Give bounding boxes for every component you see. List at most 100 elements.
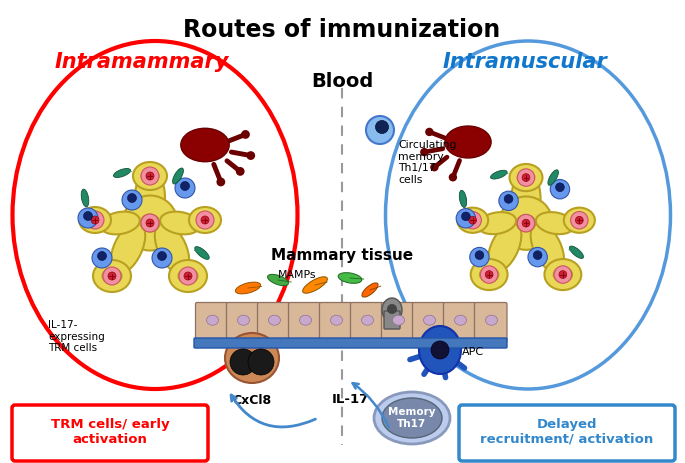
Circle shape [517, 214, 535, 232]
Ellipse shape [135, 168, 165, 228]
Ellipse shape [238, 315, 249, 325]
Ellipse shape [516, 214, 536, 232]
Circle shape [499, 191, 519, 211]
Ellipse shape [362, 283, 378, 297]
Ellipse shape [531, 223, 564, 272]
Ellipse shape [488, 223, 521, 272]
Circle shape [554, 266, 571, 283]
Circle shape [103, 267, 121, 285]
Circle shape [430, 163, 438, 171]
FancyBboxPatch shape [351, 302, 383, 342]
Ellipse shape [510, 164, 543, 191]
Circle shape [469, 216, 477, 224]
Circle shape [387, 304, 397, 314]
Ellipse shape [459, 190, 466, 207]
Circle shape [456, 209, 475, 228]
Ellipse shape [225, 333, 279, 383]
Circle shape [504, 194, 513, 203]
Ellipse shape [114, 169, 131, 177]
Circle shape [375, 120, 388, 133]
Circle shape [78, 208, 98, 228]
FancyBboxPatch shape [412, 302, 445, 342]
Circle shape [534, 251, 542, 260]
Ellipse shape [569, 246, 584, 258]
FancyBboxPatch shape [12, 405, 208, 461]
Circle shape [86, 211, 104, 229]
Ellipse shape [419, 326, 461, 374]
Ellipse shape [464, 213, 481, 227]
Circle shape [146, 219, 154, 227]
Ellipse shape [303, 277, 327, 293]
Circle shape [366, 116, 394, 144]
Ellipse shape [455, 315, 466, 325]
Ellipse shape [181, 128, 229, 162]
Circle shape [425, 128, 434, 136]
Text: TRM cells/ early
activation: TRM cells/ early activation [51, 418, 169, 446]
FancyBboxPatch shape [288, 302, 321, 342]
Circle shape [431, 341, 449, 359]
Ellipse shape [382, 298, 402, 322]
Text: Blood: Blood [311, 72, 373, 91]
Text: Mammary tissue: Mammary tissue [271, 248, 413, 263]
Circle shape [230, 349, 256, 375]
Circle shape [420, 148, 429, 156]
Circle shape [152, 248, 172, 268]
Ellipse shape [479, 267, 499, 282]
Circle shape [91, 216, 99, 224]
Ellipse shape [548, 170, 558, 185]
Circle shape [141, 167, 159, 185]
FancyBboxPatch shape [459, 405, 675, 461]
Circle shape [122, 190, 142, 210]
Ellipse shape [299, 315, 312, 325]
Ellipse shape [269, 315, 280, 325]
Text: CxCl8: CxCl8 [232, 394, 271, 407]
Ellipse shape [490, 170, 507, 179]
Ellipse shape [564, 207, 595, 233]
Circle shape [236, 167, 245, 176]
Ellipse shape [499, 196, 553, 250]
Circle shape [248, 349, 274, 375]
Circle shape [528, 247, 547, 267]
Circle shape [559, 271, 566, 278]
Circle shape [196, 211, 214, 229]
Circle shape [141, 214, 159, 232]
Ellipse shape [178, 268, 198, 284]
FancyBboxPatch shape [384, 311, 400, 329]
Text: Memory
Th17: Memory Th17 [388, 407, 436, 429]
Ellipse shape [268, 275, 288, 286]
Circle shape [108, 272, 116, 280]
Circle shape [92, 248, 112, 268]
Ellipse shape [330, 315, 342, 325]
Ellipse shape [206, 315, 219, 325]
Ellipse shape [445, 126, 491, 158]
Ellipse shape [79, 207, 111, 233]
Circle shape [216, 177, 225, 187]
Ellipse shape [374, 392, 450, 444]
Ellipse shape [140, 214, 160, 232]
Text: MAMPs: MAMPs [278, 270, 316, 280]
Circle shape [247, 151, 255, 160]
Circle shape [181, 181, 190, 190]
FancyBboxPatch shape [319, 302, 352, 342]
Text: IL-17: IL-17 [332, 393, 369, 406]
Ellipse shape [141, 169, 159, 183]
Ellipse shape [553, 267, 573, 282]
Circle shape [485, 271, 493, 278]
Text: Circulating
memory
Th1/17
cells: Circulating memory Th1/17 cells [398, 140, 456, 185]
Circle shape [449, 173, 457, 181]
Ellipse shape [197, 213, 214, 227]
Ellipse shape [536, 212, 574, 234]
Ellipse shape [236, 282, 260, 294]
Ellipse shape [362, 315, 373, 325]
Ellipse shape [86, 213, 103, 227]
Circle shape [571, 212, 588, 229]
Ellipse shape [477, 212, 516, 234]
Ellipse shape [571, 213, 588, 227]
Ellipse shape [486, 315, 497, 325]
Ellipse shape [471, 259, 508, 290]
Ellipse shape [102, 268, 122, 284]
Circle shape [550, 180, 570, 199]
Ellipse shape [133, 162, 167, 190]
Circle shape [480, 266, 498, 283]
FancyBboxPatch shape [475, 302, 507, 342]
